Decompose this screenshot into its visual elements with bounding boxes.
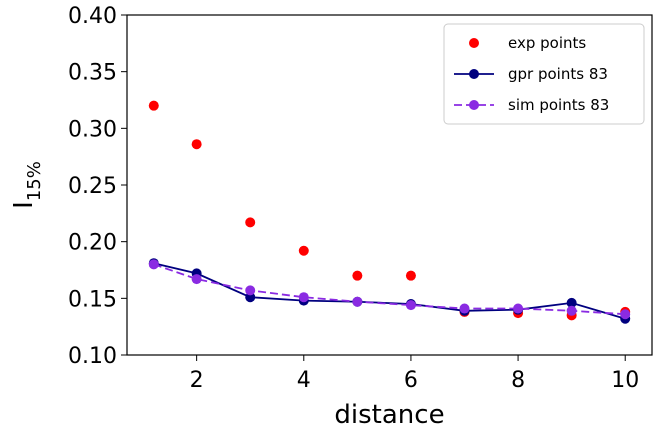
data-point	[245, 217, 256, 228]
data-point	[191, 139, 202, 150]
x-axis-label: distance	[334, 400, 444, 430]
data-point	[148, 259, 159, 270]
legend-label: sim points 83	[508, 96, 609, 114]
legend-box	[443, 23, 645, 125]
series-2	[148, 259, 631, 320]
legend-item: gpr points 83	[454, 65, 608, 83]
legend-label: exp points	[508, 34, 586, 52]
legend-item: exp points	[469, 34, 586, 52]
data-point	[513, 303, 524, 314]
y-tick-label: 0.10	[68, 344, 117, 369]
x-tick-label: 10	[611, 368, 639, 393]
x-tick-label: 6	[404, 368, 418, 393]
y-axis: 0.10 0.15 0.20 0.25 0.30 0.35 0.40	[68, 4, 127, 369]
data-point	[405, 300, 416, 311]
y-axis-label: I15%	[9, 161, 45, 209]
y-tick-label: 0.30	[68, 117, 117, 142]
series-1	[148, 258, 631, 324]
chart-marks	[148, 100, 631, 324]
legend-marker	[469, 69, 479, 79]
y-tick-label: 0.25	[68, 174, 117, 199]
data-point	[459, 303, 470, 314]
y-tick-label: 0.35	[68, 61, 117, 86]
data-point	[298, 292, 309, 303]
data-point	[148, 100, 159, 111]
legend-marker	[469, 100, 479, 110]
data-point	[566, 305, 577, 316]
y-tick-label: 0.40	[68, 4, 117, 29]
y-axis-label-subscript: 15%	[24, 161, 45, 201]
data-point	[191, 274, 202, 285]
y-tick-label: 0.15	[68, 287, 117, 312]
data-point	[298, 245, 309, 256]
data-point	[620, 309, 631, 320]
data-point	[352, 296, 363, 307]
data-point	[352, 270, 363, 281]
x-axis: 2 4 6 8 10	[190, 355, 639, 393]
legend-label: gpr points 83	[508, 65, 608, 83]
x-tick-label: 8	[511, 368, 525, 393]
x-tick-label: 2	[190, 368, 204, 393]
series-0	[148, 100, 631, 321]
data-point	[245, 285, 256, 296]
legend: exp points gpr points 83 sim points 83	[443, 23, 645, 125]
legend-marker	[469, 38, 479, 48]
data-point	[566, 297, 577, 308]
y-tick-label: 0.20	[68, 231, 117, 256]
x-tick-label: 4	[297, 368, 311, 393]
series-line	[153, 263, 626, 316]
y-axis-label-base: I	[9, 201, 39, 209]
data-point	[405, 270, 416, 281]
series-line	[153, 262, 626, 320]
legend-item: sim points 83	[454, 96, 609, 114]
